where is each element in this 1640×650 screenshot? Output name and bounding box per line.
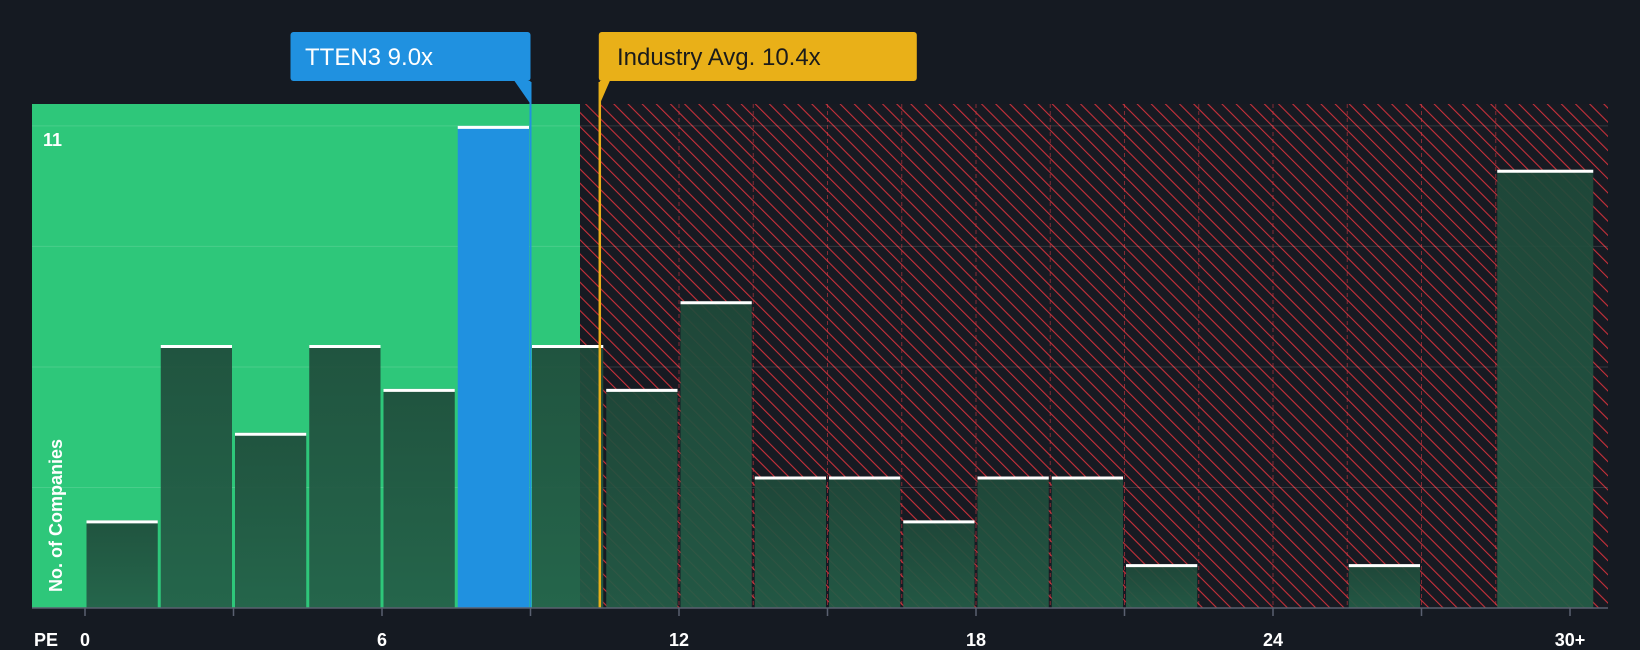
histogram-bar	[383, 388, 455, 608]
histogram-bars	[86, 104, 1594, 609]
company-callout-box	[290, 32, 531, 81]
histogram-bar	[309, 345, 381, 608]
histogram-bar	[754, 476, 826, 608]
histogram-bar	[1497, 169, 1594, 608]
histogram-bar	[903, 520, 975, 608]
industry-callout-pointer	[599, 81, 610, 104]
industry-callout: Industry Avg. 10.4x	[598, 32, 917, 81]
x-tick-label: 24	[1263, 630, 1283, 650]
x-tick-label: 0	[80, 630, 90, 650]
x-axis-ticks: 0 6 12 18 24 30+	[80, 608, 1585, 650]
reference-lines	[514, 81, 610, 608]
x-tick-label: 30+	[1555, 630, 1586, 650]
company-callout-label: TTEN3 9.0x	[305, 44, 433, 71]
histogram-bar	[606, 388, 678, 608]
x-axis-label: PE	[34, 630, 58, 650]
histogram-bar	[160, 345, 232, 608]
histogram-bar	[235, 432, 307, 608]
histogram-bar	[1126, 564, 1198, 608]
industry-callout-box	[598, 32, 917, 81]
x-tick-label: 18	[966, 630, 986, 650]
histogram-bar	[1348, 564, 1420, 608]
company-bar	[457, 125, 529, 609]
company-callout: TTEN3 9.0x	[290, 32, 531, 81]
y-axis-label: No. of Companies	[46, 439, 66, 592]
x-tick-label: 6	[377, 630, 387, 650]
histogram-bar	[829, 476, 901, 608]
histogram-bar	[680, 301, 752, 608]
histogram-bar	[86, 520, 158, 608]
histogram-bar	[532, 345, 604, 608]
histogram-bar	[1051, 476, 1123, 608]
industry-callout-label: Industry Avg. 10.4x	[617, 44, 821, 71]
histogram-bar	[977, 476, 1049, 608]
x-tick-label: 12	[669, 630, 689, 650]
y-axis-tick-label: 11	[43, 130, 62, 150]
company-callout-pointer	[514, 81, 531, 104]
